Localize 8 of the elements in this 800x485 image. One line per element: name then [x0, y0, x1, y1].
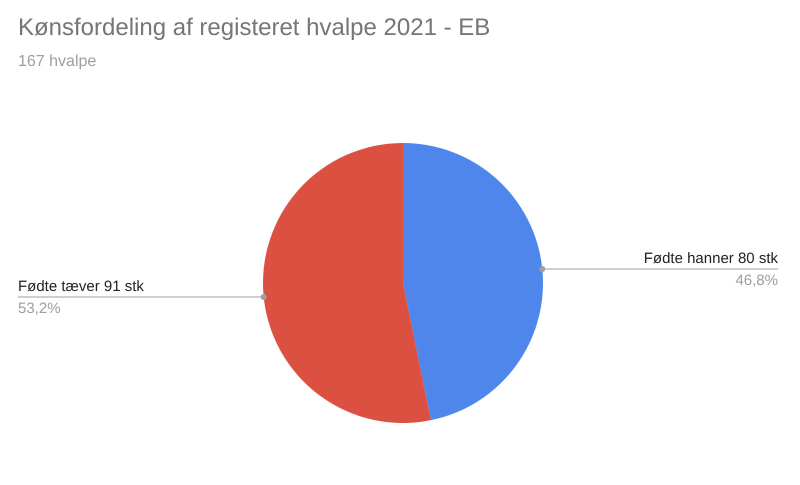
slice-label: Fødte tæver 91 stk — [18, 278, 144, 296]
pie-slice — [403, 143, 543, 420]
chart-subtitle: 167 hvalpe — [18, 53, 96, 71]
data-label: 53,2% — [18, 300, 61, 318]
slice-label: Fødte hanner 80 stk — [644, 250, 778, 267]
data-label: 46,8% — [735, 272, 778, 289]
pie-slice — [263, 143, 431, 423]
chart-title: Kønsfordeling af registeret hvalpe 2021 - EB — [18, 14, 490, 42]
